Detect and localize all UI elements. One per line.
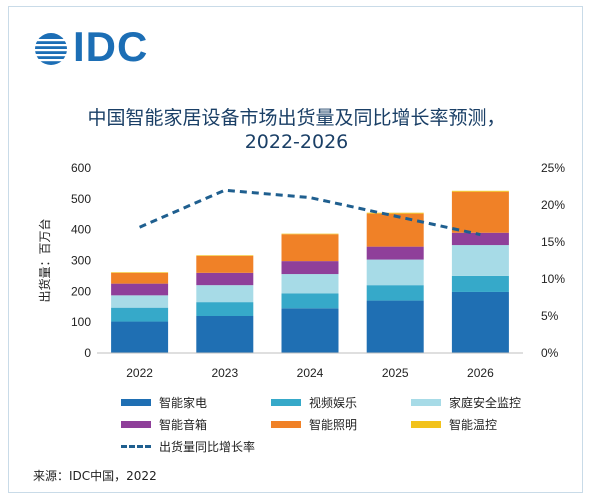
chart-card: IDC 中国智能家居设备市场出货量及同比增长率预测， 2022-2026 0 10… [8,6,583,493]
y-axis-label: 出货量：百万台 [37,218,52,302]
y-tick-label: 0 [84,346,91,360]
legend-swatch [121,421,151,428]
bar-segment [281,293,339,309]
globe-icon [33,33,69,65]
chart-plot: 0 100 200 300 400 500 600 0% 5% 10% 15% 20% 25% 出货量：百… [37,161,565,380]
bar-segment [281,261,339,275]
bar-segment [111,307,169,322]
y-tick-label: 500 [71,192,91,206]
bar-segment [366,285,424,301]
bar-segment [111,321,169,353]
x-tick-label: 2026 [467,366,494,380]
y-tick-label: 600 [71,161,91,175]
chart-subtitle: 2022-2026 [244,131,349,153]
y-tick-label: 200 [71,284,91,298]
y-tick-label: 400 [71,223,91,237]
y2-tick-label: 25% [541,161,565,175]
bar-segment [196,255,254,256]
bar-segment [451,191,509,233]
legend-swatch [121,399,151,406]
legend-label: 智能家电 [159,396,208,410]
y2-tick-label: 15% [541,235,565,249]
legend-dash [121,445,151,448]
legend-item: 家庭安全监控 [411,394,521,411]
growth-rate-line [139,188,481,237]
y2-tick-label: 20% [541,198,565,212]
legend-item-line: 出货量同比增长率 [121,438,255,455]
legend-label: 智能温控 [449,418,498,432]
legend-swatch [271,399,301,406]
bar-segment [111,272,169,284]
y-tick-label: 300 [71,254,91,268]
bar-segment [196,285,254,303]
bar-segment [366,300,424,353]
legend-label: 出货量同比增长率 [159,440,256,454]
bar-segment [281,234,339,262]
x-tick-label: 2023 [211,366,238,380]
bar-segment [366,259,424,286]
legend-swatch [411,399,441,406]
legend-swatch [411,421,441,428]
bar-segment [281,274,339,294]
bar-segment [451,232,509,246]
legend-item: 视频娱乐 [271,394,357,411]
source-note: 来源：IDC中国，2022 [33,469,157,483]
y2-tick-label: 0% [541,346,559,360]
bar-segment [451,190,509,192]
legend-label: 智能音箱 [159,418,208,432]
bar-segment [451,275,509,292]
logo-text: IDC [73,23,149,70]
bar-segment [281,308,339,353]
bar-segment [366,213,424,247]
bar-segment [196,255,254,273]
legend-item: 智能家电 [121,394,207,411]
y2-tick-label: 10% [541,272,565,286]
legend-label: 视频娱乐 [309,396,358,410]
legend-label: 智能照明 [309,418,358,432]
bar-segment [111,272,169,273]
legend-swatch [271,421,301,428]
y-tick-label: 100 [71,315,91,329]
bar-segment [196,316,254,353]
legend-label: 家庭安全监控 [449,396,522,410]
x-tick-label: 2025 [382,366,409,380]
x-tick-label: 2024 [297,366,324,380]
bar-segment [281,233,339,235]
bar-segment [111,283,169,296]
bar-segment [111,295,169,308]
legend-item: 智能温控 [411,416,497,433]
bar-segment [451,291,509,353]
idc-logo: IDC [33,23,183,73]
bar-segment [451,245,509,276]
bar-segment [366,212,424,214]
legend-item: 智能照明 [271,416,357,433]
chart-title: 中国智能家居设备市场出货量及同比增长率预测， [87,107,506,129]
legend-item: 智能音箱 [121,416,207,433]
bar-segment [196,272,254,286]
x-tick-label: 2022 [126,366,153,380]
y2-tick-label: 5% [541,309,559,323]
bar-segment [366,246,424,260]
bar-segment [196,302,254,316]
